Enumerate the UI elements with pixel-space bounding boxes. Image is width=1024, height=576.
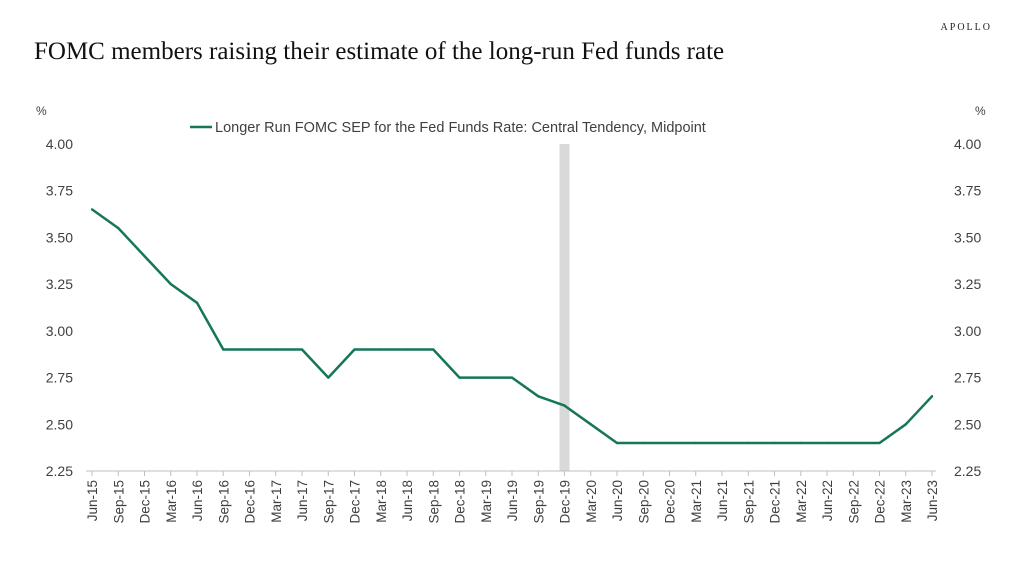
x-tick-label: Jun-16 <box>190 480 205 521</box>
y-tick-label-right: 3.25 <box>954 276 981 292</box>
x-tick-label: Dec-21 <box>768 480 783 524</box>
data-point <box>222 348 225 351</box>
y-tick-label-left: 3.00 <box>46 323 73 339</box>
data-point <box>248 348 251 351</box>
x-tick-label: Mar-16 <box>164 480 179 523</box>
x-tick-label: Dec-16 <box>243 480 258 524</box>
x-tick-label: Mar-21 <box>689 480 704 523</box>
series-line <box>91 208 933 445</box>
data-point <box>668 441 671 445</box>
y-tick-label-left: 3.75 <box>46 183 73 199</box>
x-tick-label: Jun-15 <box>85 480 100 521</box>
x-tick-label: Jun-22 <box>820 480 835 521</box>
y-axis-label-right: % <box>975 104 986 118</box>
data-point <box>90 208 94 211</box>
data-point <box>405 348 409 351</box>
y-tick-label-left: 3.25 <box>46 276 73 292</box>
data-point <box>773 441 776 445</box>
data-point <box>195 301 199 305</box>
x-tick-label: Sep-16 <box>216 480 231 524</box>
legend-label: Longer Run FOMC SEP for the Fed Funds Ra… <box>215 120 706 136</box>
legend: Longer Run FOMC SEP for the Fed Funds Ra… <box>190 120 706 136</box>
x-axis: Jun-15 Sep-15 Dec-15 Mar-16 Jun-16 Sep-16 Dec-… <box>85 471 940 524</box>
x-tick-label: Dec-22 <box>873 480 888 524</box>
data-point <box>852 441 855 445</box>
data-point <box>825 441 829 445</box>
x-tick-label: Mar-20 <box>584 480 599 523</box>
x-tick-label: Jun-18 <box>400 480 415 521</box>
data-point <box>379 348 382 351</box>
x-tick-label: Dec-18 <box>453 480 468 524</box>
y-axis-left: 2.25 2.50 2.75 3.00 3.25 3.50 3.75 4.00 <box>46 136 73 479</box>
recession-shading <box>559 144 570 471</box>
x-tick-label: Jun-23 <box>925 480 940 521</box>
x-tick-label: Jun-19 <box>505 480 520 521</box>
x-tick-label: Mar-23 <box>899 480 914 523</box>
data-point <box>747 441 750 445</box>
x-tick-label: Mar-22 <box>794 480 809 523</box>
y-tick-label-right: 3.00 <box>954 323 981 339</box>
chart-title: FOMC members raising their estimate of t… <box>34 38 725 65</box>
data-point <box>720 441 724 445</box>
y-tick-label-right: 2.25 <box>954 463 981 479</box>
data-point <box>300 348 304 351</box>
data-point <box>484 376 487 379</box>
y-tick-label-right: 2.50 <box>954 416 981 432</box>
data-point <box>510 376 514 379</box>
data-point <box>458 376 461 379</box>
data-point <box>694 441 697 445</box>
data-point <box>589 423 592 426</box>
data-point <box>878 441 881 445</box>
y-tick-label-left: 2.50 <box>46 416 73 432</box>
x-tick-label: Sep-20 <box>636 480 651 524</box>
x-tick-label: Jun-21 <box>715 480 730 521</box>
data-point <box>274 348 277 351</box>
y-tick-label-left: 2.25 <box>46 463 73 479</box>
x-tick-label: Dec-19 <box>558 480 573 524</box>
data-point <box>143 254 146 258</box>
data-point <box>327 376 330 379</box>
x-tick-label: Sep-18 <box>426 480 441 524</box>
data-point <box>169 282 172 286</box>
y-tick-label-left: 3.50 <box>46 229 73 245</box>
data-point <box>537 395 540 398</box>
x-tick-label: Mar-19 <box>479 480 494 523</box>
x-tick-label: Sep-22 <box>846 480 861 524</box>
y-tick-label-right: 3.50 <box>954 229 981 245</box>
y-axis-label-left: % <box>36 104 47 118</box>
y-axis-right: 2.25 2.50 2.75 3.00 3.25 3.50 3.75 4.00 <box>954 136 981 479</box>
x-tick-label: Mar-18 <box>374 480 389 523</box>
y-tick-label-right: 4.00 <box>954 136 981 152</box>
brand-logo: APOLLO <box>940 22 992 33</box>
data-point <box>642 441 645 445</box>
data-point <box>563 404 566 407</box>
data-point <box>930 395 934 398</box>
x-tick-label: Jun-20 <box>610 480 625 521</box>
data-point <box>117 226 120 230</box>
y-tick-label-right: 3.75 <box>954 183 981 199</box>
y-tick-label-left: 2.75 <box>46 370 73 386</box>
x-tick-label: Sep-15 <box>111 480 126 524</box>
series-points <box>90 208 934 445</box>
x-tick-label: Sep-17 <box>321 480 336 524</box>
x-tick-label: Dec-15 <box>138 480 153 524</box>
x-tick-label: Sep-19 <box>531 480 546 524</box>
data-point <box>353 348 356 351</box>
y-tick-label-right: 2.75 <box>954 370 981 386</box>
data-point <box>799 441 802 445</box>
y-tick-label-left: 4.00 <box>46 136 73 152</box>
data-point <box>615 441 619 445</box>
x-tick-label: Dec-20 <box>663 480 678 524</box>
x-tick-label: Mar-17 <box>269 480 284 523</box>
x-tick-label: Jun-17 <box>295 480 310 521</box>
x-tick-label: Dec-17 <box>348 480 363 524</box>
data-point <box>904 423 907 426</box>
x-tick-label: Sep-21 <box>741 480 756 524</box>
data-point <box>432 348 435 351</box>
